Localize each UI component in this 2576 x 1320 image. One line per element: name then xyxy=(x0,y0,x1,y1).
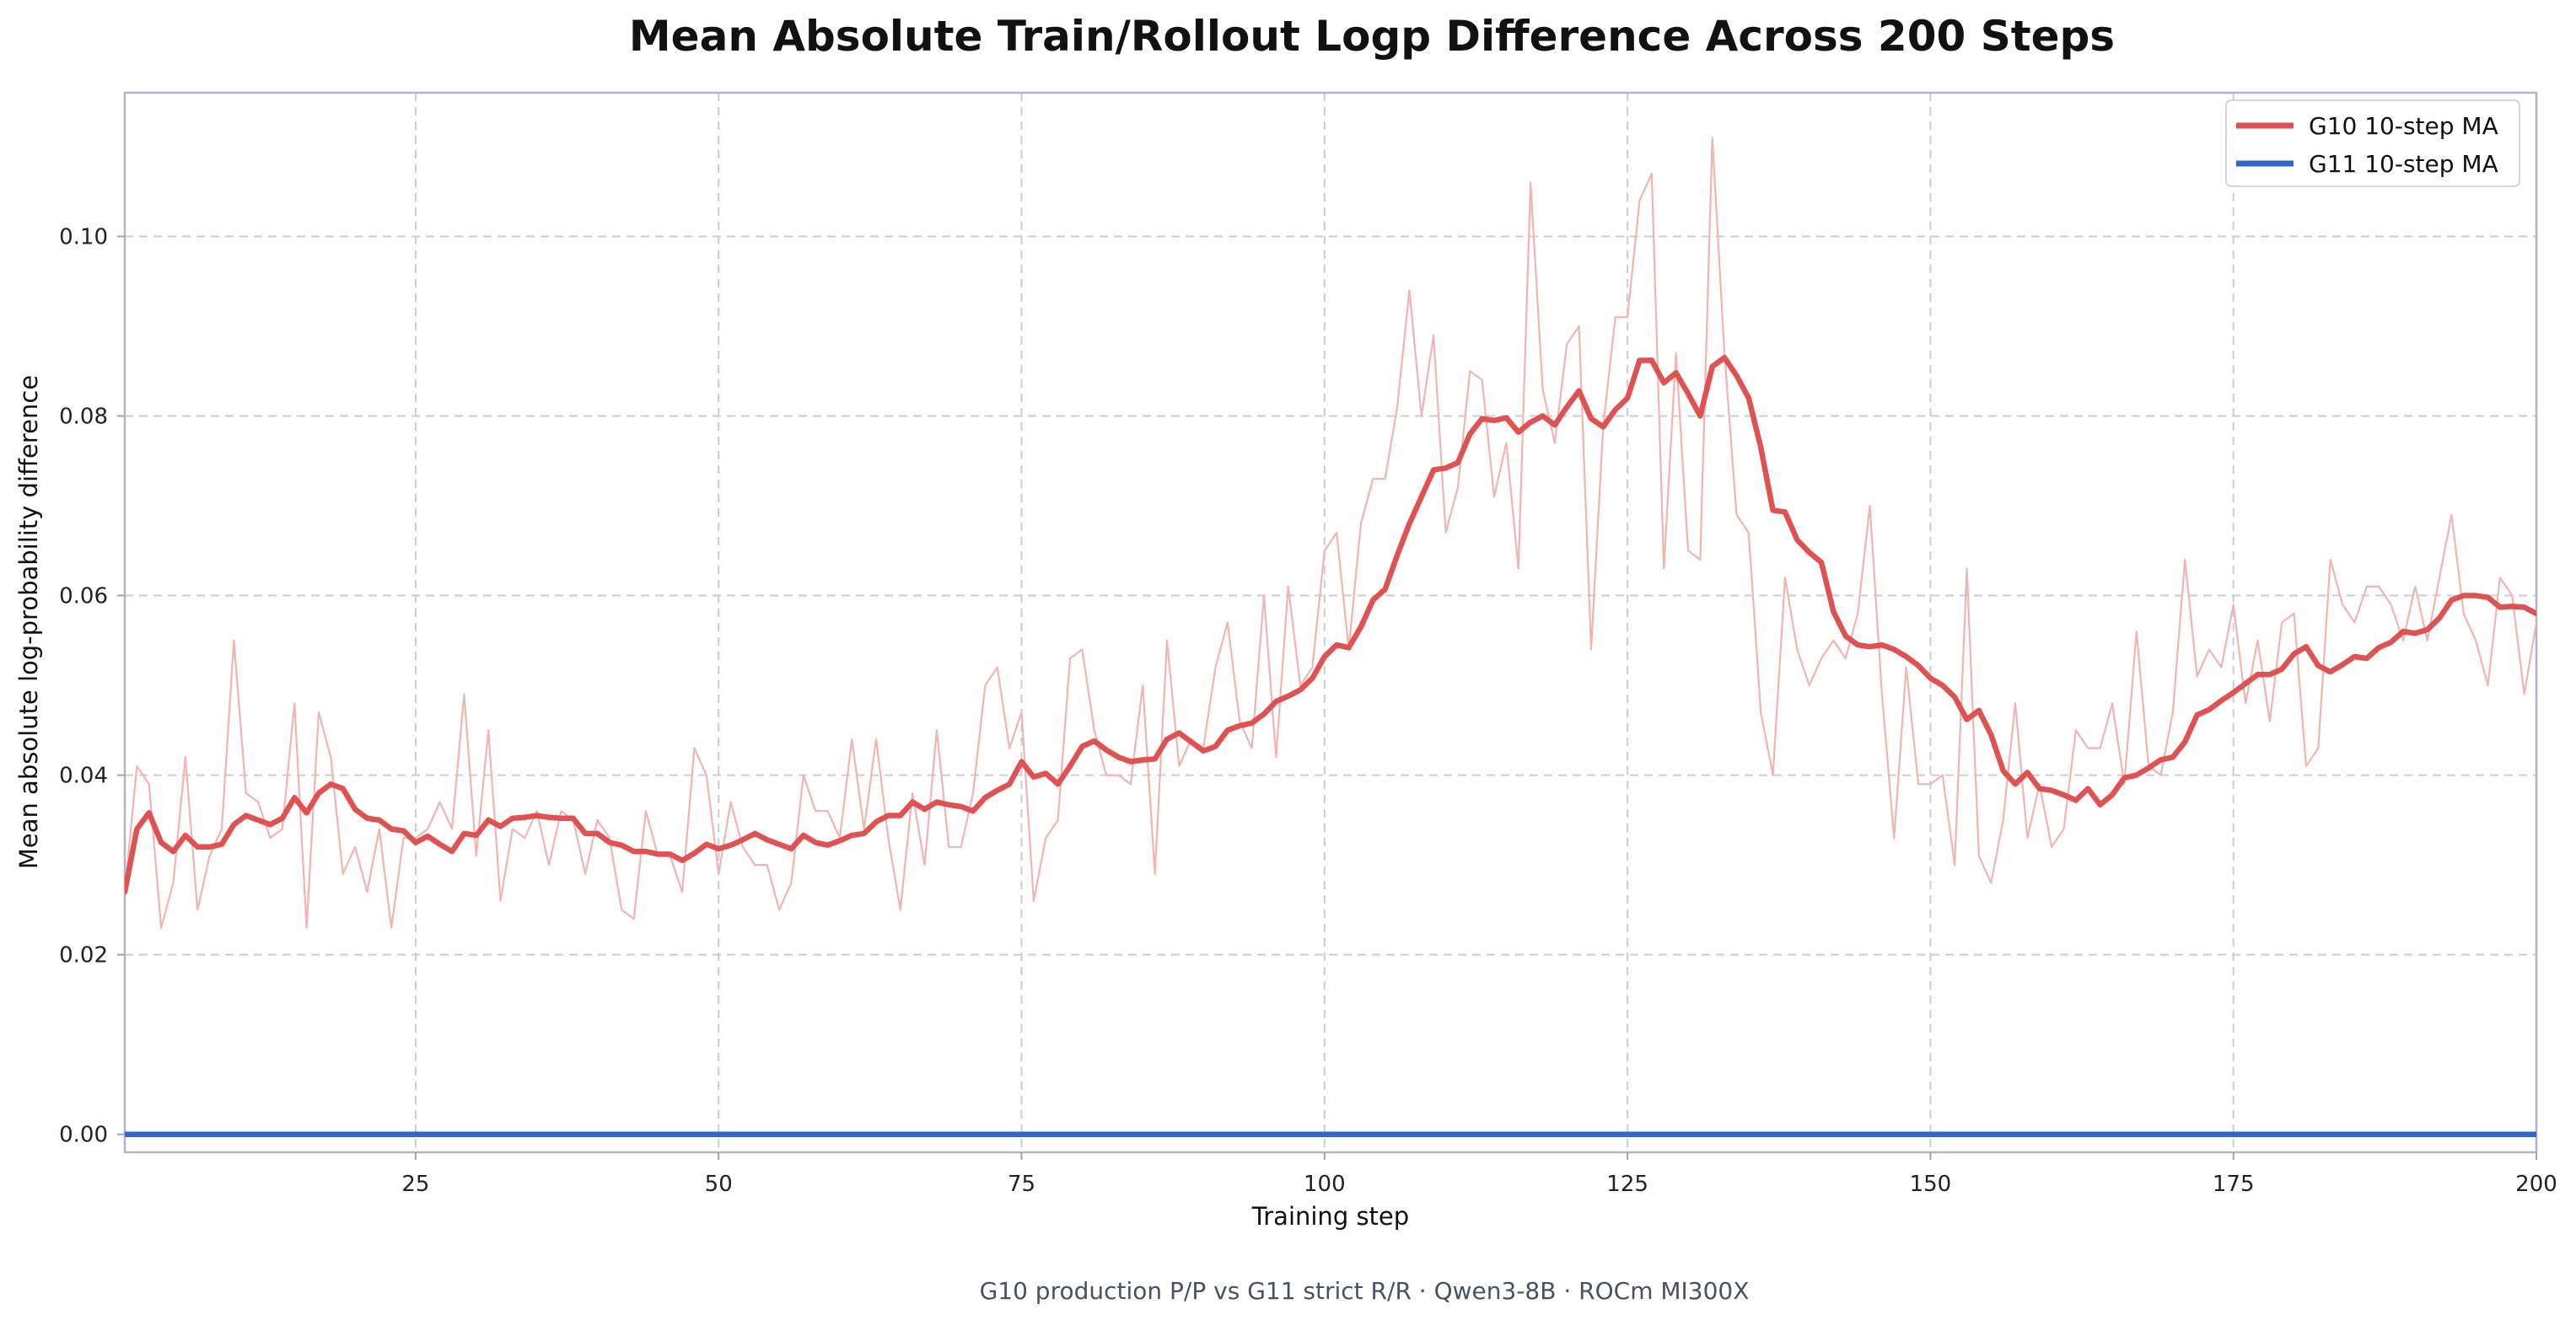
chart-title: Mean Absolute Train/Rollout Logp Differe… xyxy=(629,12,2115,61)
legend-label-g10: G10 10-step MA xyxy=(2309,112,2498,140)
y-tick-label: 0.00 xyxy=(59,1123,108,1148)
x-tick-label: 50 xyxy=(705,1172,733,1197)
x-axis-label: Training step xyxy=(1251,1202,1409,1231)
y-tick-label: 0.08 xyxy=(59,404,108,429)
legend: G10 10-step MA G11 10-step MA xyxy=(2225,99,2520,187)
series-layer xyxy=(125,137,2536,1137)
g10-ma-line xyxy=(125,355,2536,895)
y-tick-label: 0.10 xyxy=(59,224,108,250)
g10-raw-line xyxy=(125,137,2536,929)
grid xyxy=(125,93,2537,1152)
plot-area xyxy=(123,91,2538,1154)
legend-box xyxy=(2225,99,2520,187)
y-tick-label: 0.02 xyxy=(59,943,108,969)
x-tick-label: 125 xyxy=(1606,1172,1648,1197)
x-tick-label: 175 xyxy=(2213,1172,2255,1197)
x-tick-label: 100 xyxy=(1304,1172,1346,1197)
y-tick-label: 0.04 xyxy=(59,764,108,789)
x-tick-label: 25 xyxy=(401,1172,429,1197)
x-tick-label: 150 xyxy=(1910,1172,1952,1197)
axis-ticks: 25 50 75 100 125 150 175 200 0.00 0.02 0.04 0.06 0.0… xyxy=(59,224,2557,1197)
y-tick-label: 0.06 xyxy=(59,584,108,609)
legend-label-g11: G11 10-step MA xyxy=(2309,150,2498,178)
y-axis-label: Mean absolute log-probability difference xyxy=(14,375,43,869)
chart-caption: G10 production P/P vs G11 strict R/R · Q… xyxy=(980,1277,1750,1305)
x-tick-label: 200 xyxy=(2515,1172,2557,1197)
x-tick-label: 75 xyxy=(1008,1172,1035,1197)
